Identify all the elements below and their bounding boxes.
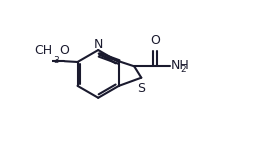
- Text: O: O: [60, 44, 69, 57]
- Text: NH: NH: [171, 59, 189, 72]
- Text: 3: 3: [53, 56, 59, 65]
- Text: 2: 2: [180, 65, 186, 74]
- Text: CH: CH: [34, 44, 52, 57]
- Text: N: N: [93, 38, 103, 51]
- Text: S: S: [137, 82, 145, 95]
- Text: O: O: [150, 34, 160, 47]
